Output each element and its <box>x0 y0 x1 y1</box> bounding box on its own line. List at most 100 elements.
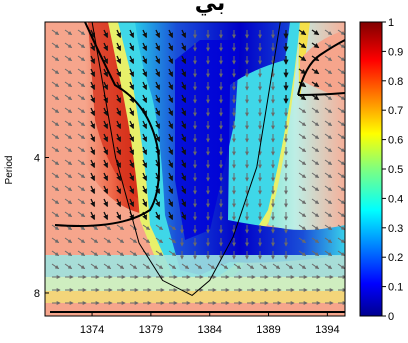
phase-arrow <box>116 94 121 104</box>
phase-arrow <box>324 81 333 88</box>
phase-arrow <box>181 146 186 156</box>
phase-arrow <box>337 172 345 179</box>
phase-arrow <box>116 185 121 195</box>
colorbar-tick-label: 0.4 <box>388 193 403 205</box>
phase-arrow <box>272 263 281 270</box>
phase-arrow <box>324 172 333 179</box>
phase-arrow <box>142 146 147 156</box>
phase-arrow <box>181 55 186 65</box>
phase-arrow <box>337 94 345 101</box>
phase-arrow <box>116 159 121 169</box>
phase-arrow <box>155 107 160 117</box>
phase-arrow <box>116 263 125 270</box>
phase-arrow <box>64 159 73 166</box>
phase-arrow <box>181 42 186 52</box>
phase-arrow <box>77 250 86 257</box>
phase-arrow <box>298 55 307 62</box>
phase-arrow <box>129 42 134 52</box>
phase-arrow <box>311 107 320 114</box>
phase-arrow <box>142 185 147 195</box>
phase-arrow <box>77 68 86 75</box>
colorbar-ticks: 0 0.1 0.2 0.3 0.4 0.5 0.6 0.7 0.8 0.9 1 <box>382 17 403 323</box>
phase-arrow <box>311 250 320 257</box>
phase-arrow <box>129 185 134 195</box>
phase-arrow <box>181 133 186 143</box>
phase-arrow <box>77 159 86 166</box>
phase-arrow <box>64 146 73 153</box>
phase-arrow <box>298 211 307 218</box>
phase-arrow <box>298 29 307 36</box>
phase-arrow <box>181 159 186 169</box>
phase-arrow <box>116 29 121 39</box>
phase-arrow <box>337 133 345 140</box>
phase-arrow <box>168 224 177 231</box>
phase-arrow <box>142 120 147 130</box>
phase-arrow <box>181 120 186 130</box>
phase-arrow <box>168 159 173 169</box>
phase-arrow <box>90 172 95 182</box>
phase-arrow <box>181 172 186 182</box>
phase-arrow <box>168 237 177 244</box>
phase-arrow <box>51 185 60 192</box>
phase-arrow <box>168 146 173 156</box>
phase-arrow <box>311 224 320 231</box>
phase-arrow <box>155 55 160 65</box>
phase-arrow <box>77 172 86 179</box>
phase-arrow <box>324 29 333 36</box>
y-axis-label: Period <box>4 156 15 185</box>
colorbar-tick-label: 0.9 <box>388 46 403 58</box>
phase-arrow <box>90 68 95 78</box>
phase-arrow <box>142 224 151 231</box>
phase-arrow <box>259 263 268 270</box>
phase-arrow <box>142 81 147 91</box>
y-tick-label: 8 <box>34 288 40 300</box>
phase-arrow <box>324 55 333 62</box>
phase-arrow <box>311 211 320 218</box>
phase-arrow <box>337 224 345 231</box>
phase-arrow <box>311 42 320 49</box>
x-tick-label: 1379 <box>139 324 163 336</box>
phase-arrow <box>77 237 86 244</box>
phase-arrow <box>142 263 151 270</box>
phase-arrow <box>77 211 86 218</box>
phase-arrow <box>77 198 86 205</box>
phase-arrow <box>129 250 138 257</box>
phase-arrow <box>181 81 186 91</box>
phase-arrow <box>155 224 164 231</box>
phase-arrow <box>337 159 345 166</box>
phase-arrow <box>90 42 95 52</box>
phase-arrow <box>168 120 173 130</box>
phase-arrow <box>168 185 173 195</box>
phase-arrow <box>116 55 121 65</box>
phase-arrow <box>155 120 160 130</box>
phase-arrow <box>90 198 95 208</box>
colorbar-tick-label: 0.6 <box>388 135 403 147</box>
phase-arrow <box>298 120 307 127</box>
phase-arrow <box>77 94 86 101</box>
phase-arrow <box>116 211 121 221</box>
phase-arrow <box>64 133 73 140</box>
phase-arrow <box>142 198 147 208</box>
phase-arrow <box>298 133 307 140</box>
phase-arrow <box>324 133 333 140</box>
phase-arrow <box>116 224 125 231</box>
phase-arrow <box>168 42 173 52</box>
phase-arrow <box>142 68 147 78</box>
phase-arrow <box>77 42 86 49</box>
phase-arrow <box>324 120 333 127</box>
phase-arrow <box>51 107 60 114</box>
phase-arrow <box>51 211 60 218</box>
phase-arrow <box>337 263 345 270</box>
phase-arrow <box>324 42 333 49</box>
phase-arrow <box>103 133 108 143</box>
phase-arrow <box>246 263 255 270</box>
phase-arrow <box>90 250 99 257</box>
phase-arrow <box>64 68 73 75</box>
phase-arrow <box>324 185 333 192</box>
phase-arrow <box>103 185 108 195</box>
phase-arrow <box>64 42 73 49</box>
phase-arrow <box>51 198 60 205</box>
phase-arrow <box>311 29 320 36</box>
phase-arrow <box>337 81 345 88</box>
